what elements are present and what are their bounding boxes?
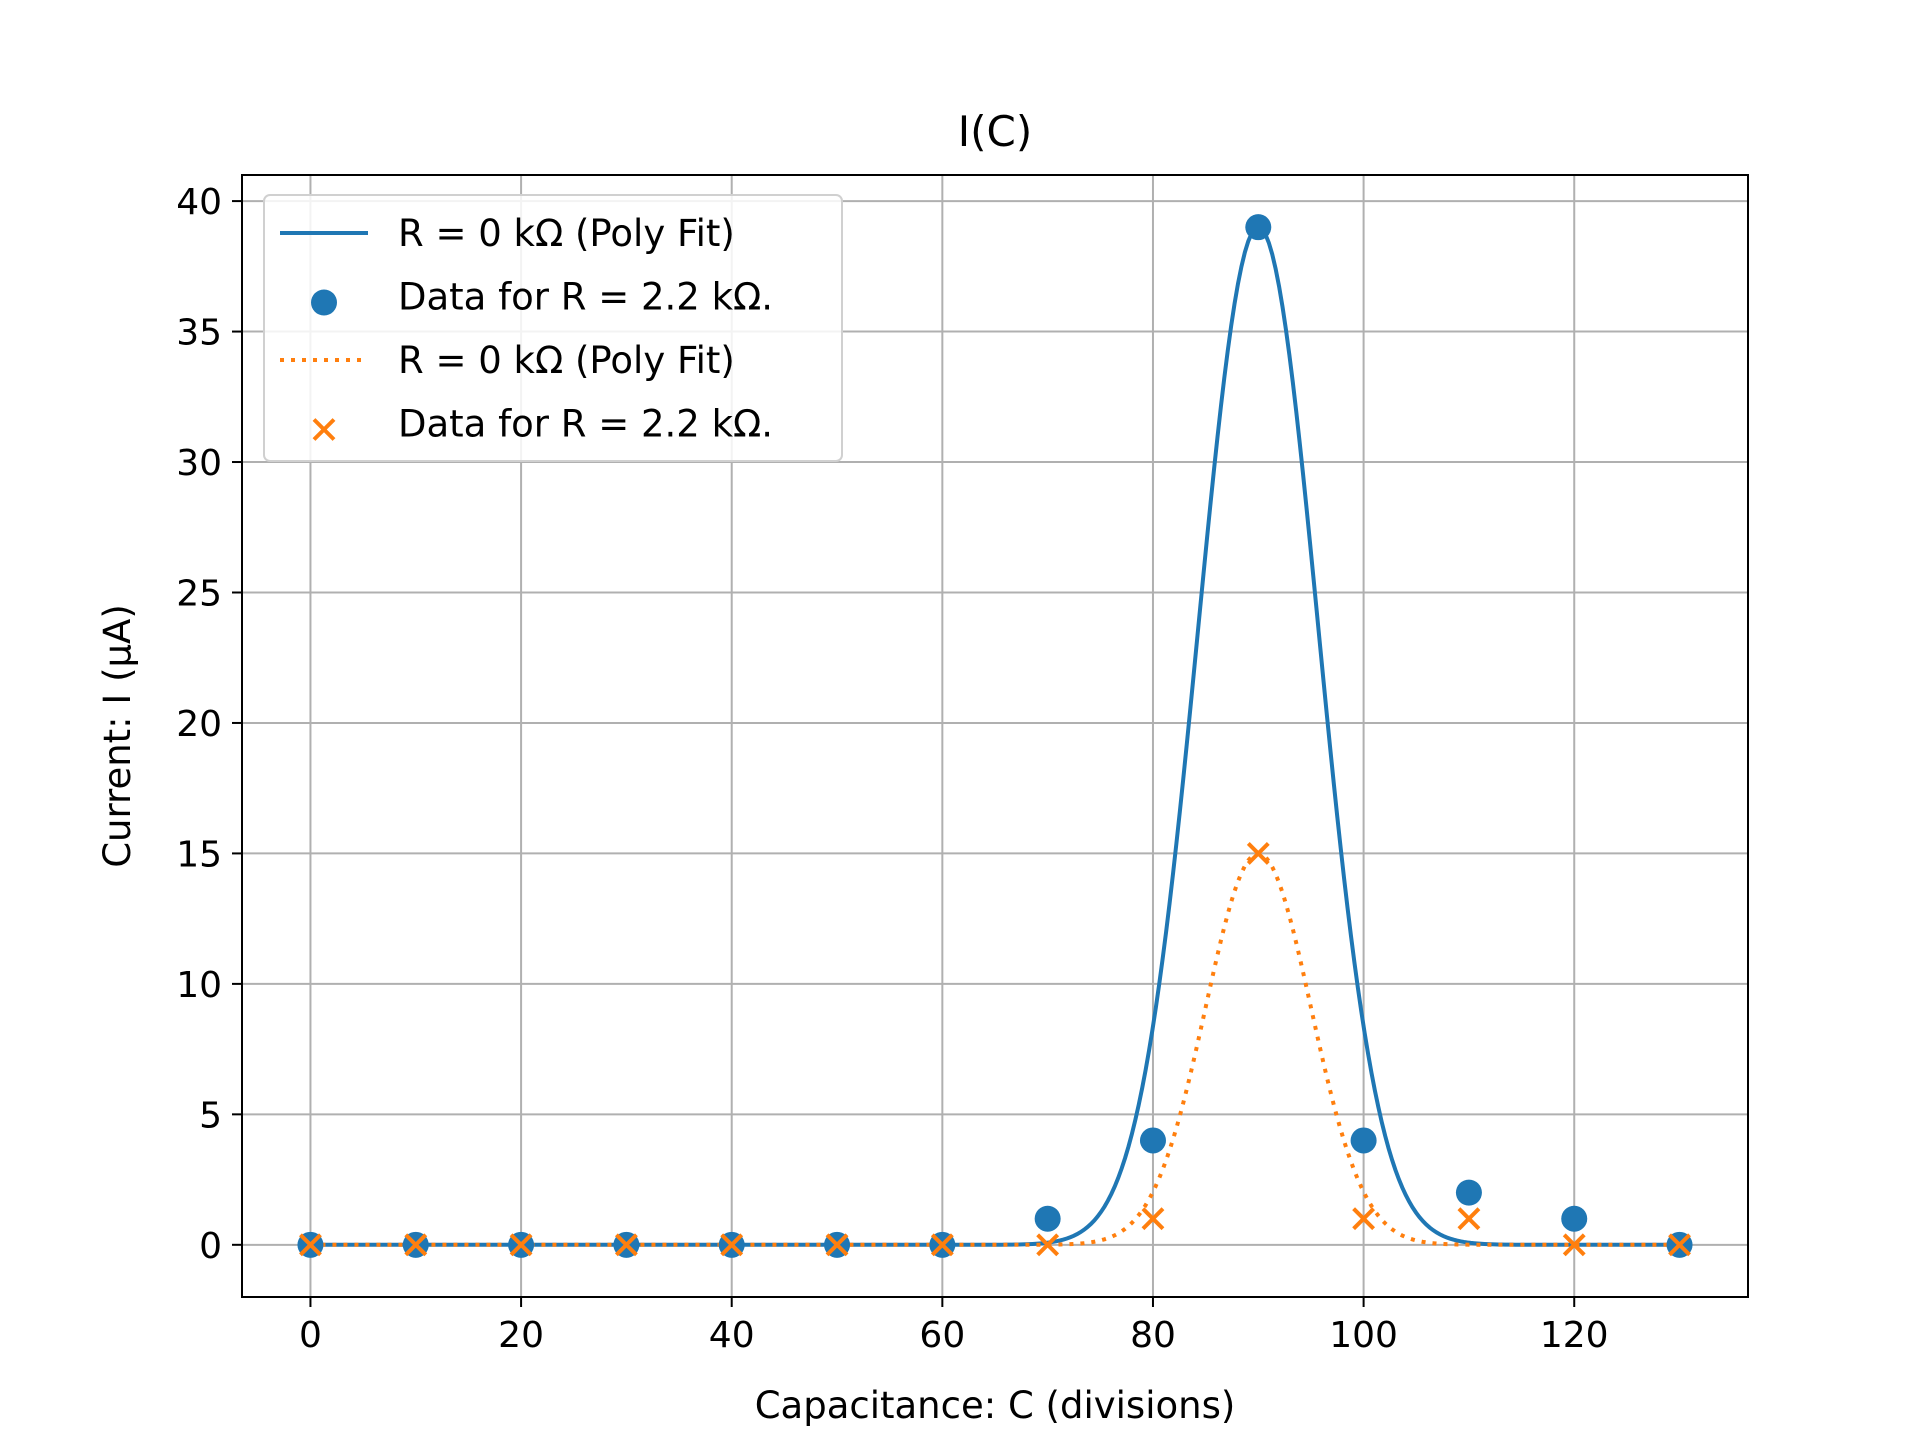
legend-entry: R = 0 kΩ (Poly Fit) <box>280 339 735 382</box>
x-tick-label: 40 <box>709 1315 755 1356</box>
legend-label: Data for R = 2.2 kΩ. <box>398 403 773 446</box>
data-point-circle <box>1561 1205 1588 1232</box>
ticks: 0 20 40 60 80 100 120 0 5 10 15 20 25 30 35 40 <box>176 182 1608 1356</box>
y-tick-label: 30 <box>176 443 222 484</box>
legend-label: Data for R = 2.2 kΩ. <box>398 276 773 319</box>
data-point-x <box>1668 1233 1691 1257</box>
chart-title: I(C) <box>958 107 1032 156</box>
data-point-circle <box>1350 1127 1377 1154</box>
y-tick-label: 35 <box>176 313 222 354</box>
legend-entry: R = 0 kΩ (Poly Fit) <box>280 212 735 255</box>
legend-label: R = 0 kΩ (Poly Fit) <box>398 339 735 382</box>
data-point-circle <box>1245 214 1272 241</box>
x-tick-label: 60 <box>919 1315 965 1356</box>
legend-box <box>263 194 843 462</box>
data-point-x <box>930 1233 954 1257</box>
data-point-x <box>1246 842 1270 865</box>
plot-series <box>297 214 1693 1258</box>
y-tick-label: 15 <box>176 834 222 875</box>
y-tick-label: 20 <box>176 704 222 745</box>
data-point-circle <box>1139 1127 1166 1154</box>
x-tick-label: 100 <box>1329 1315 1398 1356</box>
y-tick-label: 10 <box>176 965 222 1006</box>
y-tick-label: 5 <box>199 1095 222 1136</box>
x-tick-label: 0 <box>299 1315 322 1356</box>
y-tick-label: 40 <box>176 182 222 223</box>
data-point-x <box>1352 1207 1376 1231</box>
y-tick-label: 0 <box>199 1226 222 1267</box>
data-point-circle <box>1034 1205 1061 1232</box>
data-point-x <box>1036 1233 1060 1257</box>
y-tick-label: 25 <box>176 573 222 614</box>
data-point-x <box>1457 1207 1481 1231</box>
x-tick-label: 20 <box>498 1315 544 1356</box>
data-point-x <box>299 1233 322 1257</box>
data-point-x <box>1562 1233 1586 1257</box>
plot-frame <box>241 174 1749 1298</box>
data-point-x <box>404 1233 428 1257</box>
y-axis-label: Current: I (µA) <box>96 604 139 868</box>
legend-circle-marker <box>311 289 337 316</box>
data-point-x <box>614 1233 638 1257</box>
data-point-circle <box>1455 1179 1482 1206</box>
legend: R = 0 kΩ (Poly Fit) Data for R = 2.2 kΩ. R… <box>263 194 843 462</box>
legend-x-marker <box>312 418 336 441</box>
data-point-x <box>825 1233 849 1257</box>
data-point-x <box>509 1233 533 1257</box>
data-point-x <box>720 1233 744 1257</box>
series-2-fit-line <box>310 851 1680 1247</box>
legend-label: R = 0 kΩ (Poly Fit) <box>398 212 735 255</box>
x-axis-label: Capacitance: C (divisions) <box>755 1384 1236 1427</box>
x-tick-label: 120 <box>1540 1315 1609 1356</box>
x-tick-label: 80 <box>1130 1315 1176 1356</box>
data-point-x <box>1141 1207 1165 1231</box>
legend-entry: Data for R = 2.2 kΩ. <box>312 403 773 446</box>
legend-entry: Data for R = 2.2 kΩ. <box>311 276 773 319</box>
